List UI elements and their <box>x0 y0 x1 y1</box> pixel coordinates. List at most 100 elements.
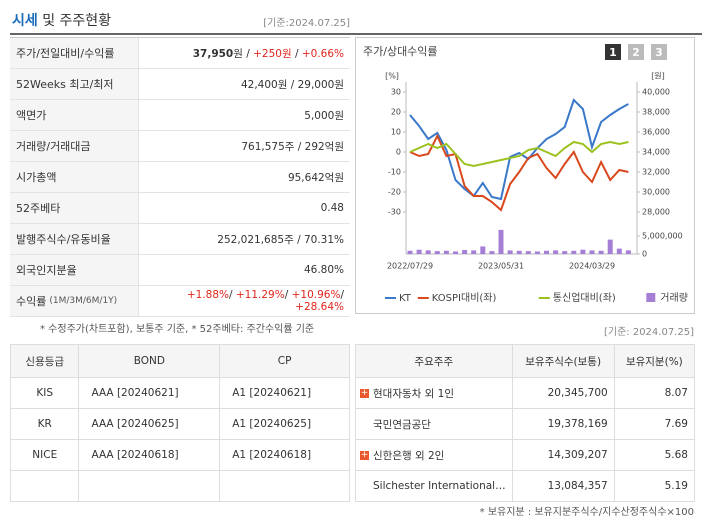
tab-button[interactable] <box>605 44 621 60</box>
title-highlight: 시세 <box>12 13 38 29</box>
volume-bar <box>434 251 440 254</box>
label-text: 수익률 <box>16 295 47 308</box>
credit-cell: A1 [20240621] <box>219 377 350 409</box>
value-part: +11.29% <box>235 289 285 301</box>
credit-row: KIS AAA [20240621] A1 [20240621] <box>9 377 350 409</box>
row-label: 주가/전일대비/수익률 <box>10 38 139 68</box>
tab-label[interactable]: 3 <box>655 46 663 59</box>
summary-note: * 수정주가(차트포함), 보통주 기준, * 52주베타: 주간수익률 기준 <box>40 324 315 335</box>
tab-label[interactable]: 2 <box>632 46 640 59</box>
y-unit: [%] <box>385 72 399 81</box>
series-line <box>409 133 629 212</box>
value-part: 761,575주 / 292억원 <box>241 140 344 153</box>
holder-row: Silchester International… 13,084,357 5.19 <box>355 470 696 502</box>
summary-date: [기준: 2024.07.25] <box>603 327 694 338</box>
row-label: 시가총액 <box>10 162 139 192</box>
value-part: 42,400원 / 29,000원 <box>240 78 344 91</box>
volume-bar <box>580 249 586 254</box>
holder-row: + 신한은행 외 2인 14,309,207 5.68 <box>355 439 696 471</box>
value-part: 37,950 <box>192 47 234 60</box>
expand-button[interactable]: + <box>360 450 369 460</box>
volume-bar <box>589 250 595 254</box>
row-value: +1.88%/ +11.29%/ +10.96%/ +28.64% <box>139 289 350 313</box>
label-text: 52Weeks 최고/최저 <box>16 78 114 91</box>
y-tick-label: 30 <box>391 88 401 97</box>
value-part: 252,021,685주 / 70.31% <box>217 233 344 246</box>
row-label: 52Weeks 최고/최저 <box>10 69 139 99</box>
summary-row: 외국인지분율 46.80% <box>10 255 350 286</box>
summary-row: 거래량/거래대금 761,575주 / 292억원 <box>10 131 350 162</box>
y-tick-label: -20 <box>388 188 401 197</box>
value-part: +250원 <box>253 47 292 60</box>
header-cell: 보유주식수(보통) <box>511 344 615 378</box>
holder-name-text: 신한은행 외 2인 <box>373 449 445 462</box>
volume-bar <box>416 249 422 254</box>
value-part: 95,642억원 <box>287 171 344 184</box>
holder-shares: 19,378,169 <box>511 408 615 440</box>
y3-tick-label: 5,000,000 <box>642 232 683 241</box>
credit-cell: KR <box>9 408 80 440</box>
section-title: 시세 및 주주현황 <box>12 10 111 30</box>
summary-row: 52주베타 0.48 <box>10 193 350 224</box>
header-cell: CP <box>219 344 350 378</box>
volume-bar <box>598 250 604 254</box>
summary-row: 수익률 (1M/3M/6M/1Y) +1.88%/ +11.29%/ +10.96%… <box>10 286 350 317</box>
volume-bar <box>498 229 504 254</box>
holder-name-text: 현대자동차 외 1인 <box>373 387 454 400</box>
volume-bar <box>462 250 468 254</box>
row-value: 252,021,685주 / 70.31% <box>139 232 350 247</box>
credit-cell: NICE <box>9 439 80 471</box>
credit-cell: AAA [20240621] <box>78 377 221 409</box>
tab-button[interactable] <box>628 44 644 60</box>
series-line <box>409 140 629 168</box>
row-value: 46.80% <box>139 264 350 276</box>
credit-cell: KIS <box>9 377 80 409</box>
holder-pct: 5.68 <box>613 439 696 471</box>
summary-row: 52Weeks 최고/최저 42,400원 / 29,000원 <box>10 69 350 100</box>
volume-bar <box>534 251 540 254</box>
y2-tick-label: 32,000 <box>642 168 670 177</box>
x-tick-label: 2024/03/29 <box>569 262 615 271</box>
volume-bar <box>516 250 522 254</box>
volume-bar <box>553 250 559 254</box>
tab-button[interactable] <box>651 44 667 60</box>
empty-cell <box>9 470 80 502</box>
volume-bar <box>625 250 631 254</box>
header-cell: BOND <box>78 344 221 378</box>
row-value: 42,400원 / 29,000원 <box>139 77 350 92</box>
value-part: +0.66% <box>301 47 344 60</box>
summary-table: 주가/전일대비/수익률 37,950원 / +250원 / +0.66% 52Wee… <box>10 37 350 317</box>
value-part: +1.88% <box>186 289 229 301</box>
label-text: 52주베타 <box>16 202 61 215</box>
label-text: 발행주식수/유동비율 <box>16 233 111 246</box>
title-rest: 및 주주현황 <box>42 13 112 29</box>
volume-bar <box>616 248 622 254</box>
volume-bar <box>544 250 549 254</box>
header-cell: 주요주주 <box>355 344 513 378</box>
holder-name-text: Silchester International… <box>373 480 506 492</box>
credit-cell: AAA [20240625] <box>78 408 221 440</box>
header-row: 주요주주 보유주식수(보통) 보유지분(%) <box>355 344 696 378</box>
header-rule <box>10 33 702 35</box>
header-cell: 보유지분(%) <box>613 344 696 378</box>
y2-tick-label: 38,000 <box>642 108 670 117</box>
chart-title: 주가/상대수익률 <box>363 45 438 58</box>
y-tick-label: -30 <box>388 208 401 217</box>
tab-label[interactable]: 1 <box>609 46 617 59</box>
value-part: 0.48 <box>320 202 344 214</box>
holders-table: 주요주주 보유주식수(보통) 보유지분(%) + 현대자동차 외 1인 20,345,70… <box>355 344 696 502</box>
summary-row: 시가총액 95,642억원 <box>10 162 350 193</box>
row-value: 5,000원 <box>139 108 350 123</box>
y2-tick-label: 28,000 <box>642 208 670 217</box>
expand-button[interactable]: + <box>360 388 369 398</box>
label-text: 시가총액 <box>16 171 57 184</box>
holders-note: * 보유지분 : 보유지분주식수/지수산정주식수×100 <box>479 507 694 518</box>
volume-bar <box>507 250 513 254</box>
row-label: 발행주식수/유동비율 <box>10 224 139 254</box>
legend-swatch <box>646 293 656 302</box>
row-value: 37,950원 / +250원 / +0.66% <box>139 46 350 61</box>
volume-bar <box>453 251 458 254</box>
volume-bar <box>489 251 495 254</box>
value-part: / <box>340 289 344 301</box>
credit-cell: AAA [20240618] <box>78 439 221 471</box>
